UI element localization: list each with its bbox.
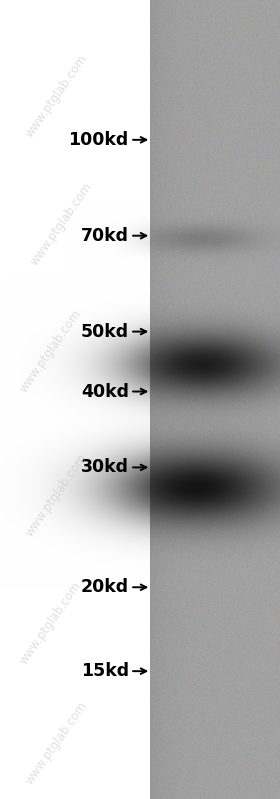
Text: www.ptglab.com: www.ptglab.com [17,308,84,396]
Text: 40kd: 40kd [81,383,129,400]
Text: 50kd: 50kd [81,323,129,340]
Text: 70kd: 70kd [81,227,129,244]
Text: 100kd: 100kd [69,131,129,149]
Text: 15kd: 15kd [81,662,129,680]
Text: www.ptglab.com: www.ptglab.com [17,579,84,667]
Text: 30kd: 30kd [81,459,129,476]
Text: www.ptglab.com: www.ptglab.com [22,52,90,140]
Text: 20kd: 20kd [81,578,129,596]
Text: www.ptglab.com: www.ptglab.com [22,451,90,539]
Text: www.ptglab.com: www.ptglab.com [28,180,95,268]
Text: www.ptglab.com: www.ptglab.com [22,699,90,787]
